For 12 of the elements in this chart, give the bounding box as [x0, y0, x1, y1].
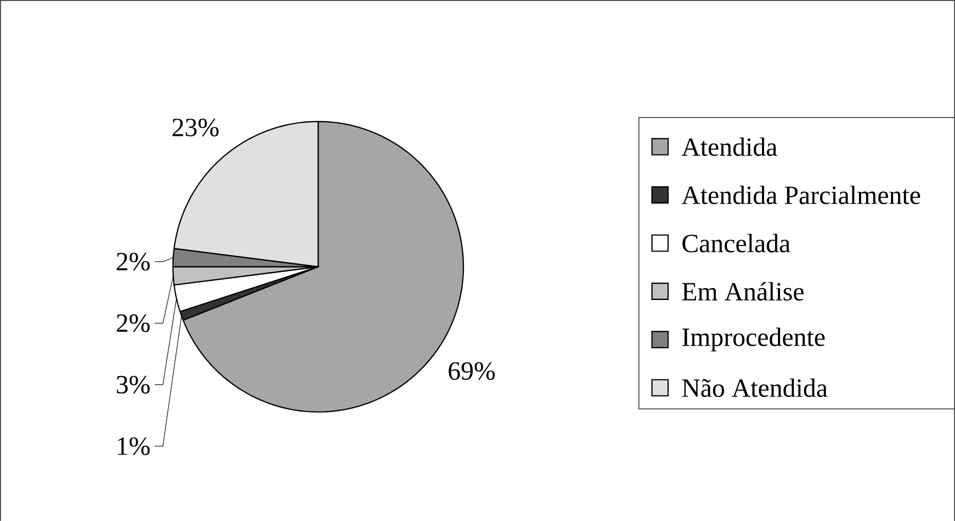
data-label: 23%	[172, 118, 219, 136]
legend-label: Atendida Parcialmente	[682, 186, 920, 204]
legend-label: Cancelada	[682, 234, 790, 252]
legend-label: Em Análise	[682, 282, 804, 300]
legend-label: Não Atendida	[682, 378, 828, 397]
legend-label: Atendida	[682, 137, 778, 156]
data-label: 69%	[448, 362, 495, 380]
data-label: 1%	[118, 437, 150, 455]
data-label: 3%	[116, 376, 150, 394]
legend-label: Improcedente	[682, 327, 825, 352]
data-label: 2%	[116, 252, 150, 270]
data-label: 2%	[116, 314, 150, 332]
